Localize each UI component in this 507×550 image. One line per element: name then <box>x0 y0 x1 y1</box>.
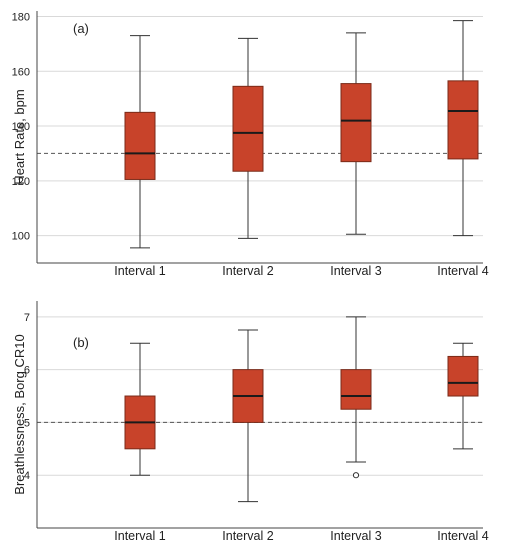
panel-a-y-tick-label-3: 160 <box>12 66 30 78</box>
panel-a-box-3 <box>447 80 479 160</box>
panel-b-category-label-1: Interval 2 <box>222 529 273 543</box>
panel-a-y-axis-title: Heart Rate, bpm <box>12 89 27 184</box>
panel-b-category-label-2: Interval 3 <box>330 529 381 543</box>
panel-a-box-1 <box>232 85 264 172</box>
chart-panel-a: 100 120 140 160 180 Interval 1 Interval 2 Inter… <box>12 11 489 278</box>
panel-a-y-tick-label-2: 140 <box>12 121 30 133</box>
panel-b-category-label-3: Interval 4 <box>437 529 488 543</box>
panel-a-y-tick-label-4: 180 <box>12 11 30 23</box>
panel-b-box-2 <box>340 369 372 410</box>
panel-b-label: (b) <box>73 335 89 350</box>
panel-a-label: (a) <box>73 21 89 36</box>
panel-b-category-label-0: Interval 1 <box>114 529 165 543</box>
panel-a-category-label-0: Interval 1 <box>114 264 165 278</box>
panel-b-y-tick-label-3: 7 <box>24 312 30 324</box>
panel-b-box-3 <box>447 355 479 397</box>
panel-a-category-label-2: Interval 3 <box>330 264 381 278</box>
panel-b-y-tick-label-1: 5 <box>24 417 30 429</box>
panel-a-category-label-3: Interval 4 <box>437 264 488 278</box>
panel-a-box-0 <box>124 111 156 180</box>
panel-a-y-tick-label-1: 120 <box>12 176 30 188</box>
panel-a-y-tick-label-0: 100 <box>12 231 30 243</box>
panel-b-outlier-2-0 <box>352 472 360 479</box>
panel-a-box-2 <box>340 83 372 163</box>
panel-a-category-label-1: Interval 2 <box>222 264 273 278</box>
panel-b-y-tick-label-0: 4 <box>24 470 30 482</box>
panel-b-y-axis-title: Breathlessness, Borg CR10 <box>12 334 27 494</box>
panel-b-y-tick-label-2: 6 <box>24 365 30 377</box>
chart-panel-b: 4 5 6 7 Interval 1 Interval 2 Interval 3 Interv… <box>12 301 489 543</box>
